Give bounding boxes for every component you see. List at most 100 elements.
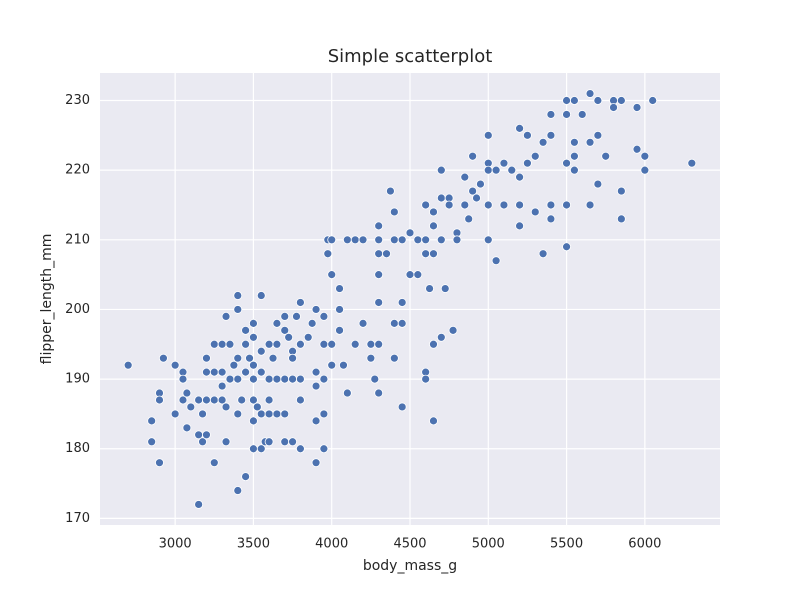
point xyxy=(601,151,611,161)
point xyxy=(147,416,157,426)
point xyxy=(319,374,329,384)
point xyxy=(476,179,485,189)
point xyxy=(585,137,595,147)
point xyxy=(327,235,337,245)
point xyxy=(194,500,204,509)
x-axis-label: body_mass_g xyxy=(363,558,457,574)
point xyxy=(593,130,603,140)
point xyxy=(335,325,344,335)
point xyxy=(483,200,493,210)
point xyxy=(523,158,532,168)
point xyxy=(530,151,540,161)
point xyxy=(198,409,207,419)
point xyxy=(249,360,258,370)
point xyxy=(233,305,243,314)
point xyxy=(233,409,243,419)
point xyxy=(429,207,438,217)
point xyxy=(155,395,164,405)
chart-title: Simple scatterplot xyxy=(328,46,493,67)
point xyxy=(374,235,384,245)
point xyxy=(311,381,321,391)
point xyxy=(323,249,333,259)
point xyxy=(515,123,524,133)
point xyxy=(421,235,431,245)
point xyxy=(374,339,384,349)
point xyxy=(405,270,415,280)
point xyxy=(562,158,571,168)
point xyxy=(421,249,431,259)
y-tick-label: 190 xyxy=(65,372,90,387)
point xyxy=(178,374,188,384)
point xyxy=(252,402,262,412)
point xyxy=(569,165,579,175)
point xyxy=(209,458,219,468)
point xyxy=(507,165,517,175)
point xyxy=(436,332,446,342)
point xyxy=(233,291,243,300)
y-tick-label: 210 xyxy=(65,232,90,247)
point xyxy=(202,430,211,440)
point xyxy=(296,395,305,405)
point xyxy=(386,186,395,196)
point xyxy=(460,172,470,182)
point xyxy=(483,165,493,175)
point xyxy=(342,388,352,398)
point xyxy=(249,332,258,342)
point xyxy=(452,235,462,245)
y-tick-label: 180 xyxy=(65,441,90,456)
point xyxy=(264,409,274,419)
point xyxy=(464,214,474,224)
point xyxy=(209,367,219,377)
point xyxy=(280,325,290,335)
point xyxy=(268,353,278,363)
point xyxy=(311,367,321,377)
point xyxy=(382,249,391,259)
point xyxy=(468,186,478,196)
point xyxy=(280,409,290,419)
point xyxy=(327,360,337,370)
point xyxy=(436,235,446,245)
point xyxy=(182,388,192,398)
point xyxy=(272,409,282,419)
point xyxy=(405,228,415,238)
point xyxy=(272,374,282,384)
point xyxy=(280,312,290,321)
point xyxy=(546,110,556,119)
point xyxy=(397,402,407,412)
point xyxy=(648,96,658,105)
point xyxy=(546,214,556,224)
point xyxy=(687,158,697,168)
point xyxy=(483,235,493,245)
point xyxy=(202,367,211,377)
point xyxy=(280,437,290,447)
point xyxy=(585,89,595,98)
point xyxy=(319,339,329,349)
point xyxy=(429,249,438,259)
point xyxy=(249,318,258,328)
point xyxy=(389,318,399,328)
point xyxy=(249,395,258,405)
point xyxy=(616,186,626,196)
point xyxy=(499,200,509,210)
point xyxy=(640,151,650,161)
point xyxy=(256,367,266,377)
point xyxy=(632,144,642,154)
point xyxy=(413,235,423,245)
point xyxy=(194,395,204,405)
point xyxy=(319,409,329,419)
point xyxy=(272,318,282,328)
point xyxy=(241,325,251,335)
point xyxy=(515,200,524,210)
point xyxy=(225,339,235,349)
point xyxy=(593,179,603,189)
point xyxy=(264,374,274,384)
point xyxy=(397,235,407,245)
point xyxy=(523,130,532,140)
point xyxy=(569,96,579,105)
point xyxy=(159,353,168,363)
point xyxy=(237,395,247,405)
point xyxy=(170,409,180,419)
point xyxy=(249,444,258,454)
point xyxy=(339,360,348,370)
point xyxy=(202,395,211,405)
